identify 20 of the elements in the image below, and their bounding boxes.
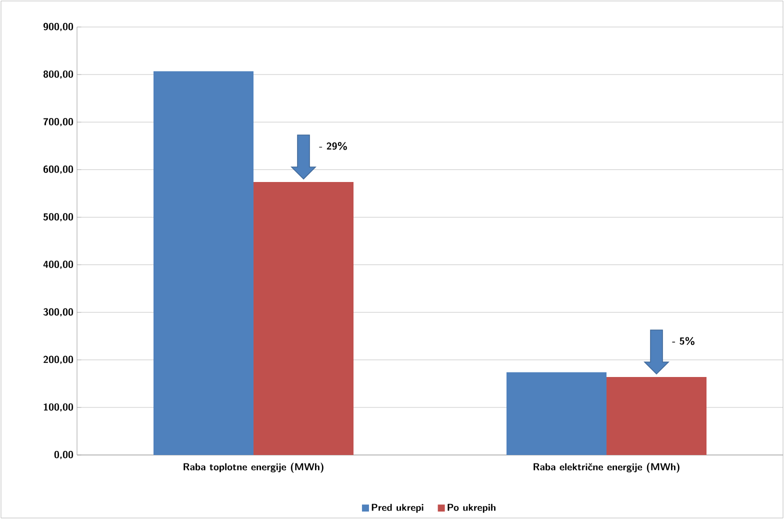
legend-label: Po ukrepih (448, 504, 496, 513)
y-tick-label: 900,00 (43, 22, 74, 32)
y-tick-label: 400,00 (43, 260, 74, 269)
bar (606, 376, 707, 455)
annotation: - 5% (672, 336, 694, 346)
y-tick-label: 500,00 (43, 213, 74, 222)
x-tick-label: Raba električne energije (MWh) (534, 462, 680, 473)
y-tick-label: 600,00 (43, 166, 74, 174)
legend-label: Pred ukrepi (372, 504, 424, 513)
annotation: - 29% (319, 142, 347, 150)
bar (154, 71, 254, 455)
x-tick-label: Raba toplotne energije (MWh) (184, 462, 324, 473)
y-tick-label: 800,00 (43, 70, 74, 79)
y-tick-label: 100,00 (44, 403, 74, 412)
bar (506, 372, 607, 455)
y-tick-label: 300,00 (43, 308, 74, 316)
bar (254, 182, 354, 455)
y-tick-label: 200,00 (43, 356, 74, 364)
y-tick-label: 700,00 (43, 118, 74, 126)
y-tick-label: 0,00 (54, 450, 74, 460)
